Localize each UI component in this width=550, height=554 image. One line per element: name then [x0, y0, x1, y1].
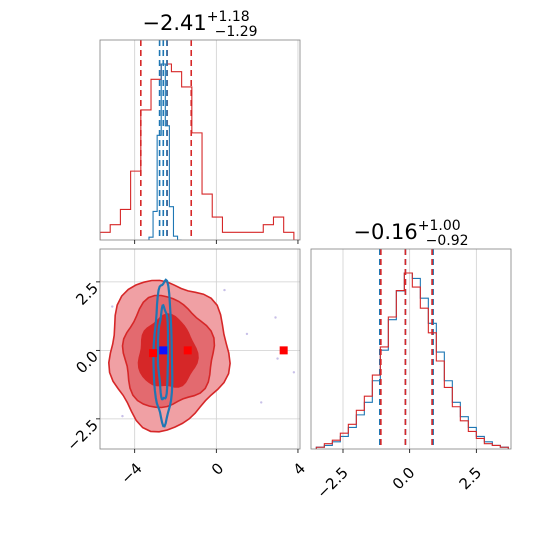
marker [149, 349, 158, 358]
x-ticks: −2.5 0.0 2.5 [313, 449, 485, 502]
axes-frame [99, 248, 301, 450]
tick-label: 4 [290, 459, 309, 478]
scatter-point [245, 332, 249, 336]
marginal-panel-param-1: −2.41+1.18 −1.29 [99, 9, 301, 244]
tick-label: −2.5 [63, 416, 101, 454]
y-ticks: −2.5 0.0 2.5 [63, 279, 101, 454]
density-contours [107, 278, 231, 433]
histogram-series [100, 40, 300, 240]
marginal-panel-param-2: −2.5 0.0 2.5 −0.16+1.00 −0.92 [310, 218, 512, 502]
scatter-point [260, 401, 263, 404]
tick-label: −4 [117, 459, 145, 487]
scatter-point [111, 305, 114, 308]
scatter-point [292, 371, 296, 374]
scatter-point [121, 414, 124, 418]
tick-label: 2.5 [72, 279, 102, 309]
contour-blue [156, 303, 170, 401]
joint-panel-param-1-param-2: −4 0 4 −2.5 0.0 2.5 [63, 248, 309, 488]
panel-title: −2.41+1.18 −1.29 [142, 9, 257, 40]
histogram-line [100, 63, 300, 240]
marker [159, 346, 168, 355]
histogram-series [315, 249, 509, 449]
title-lower-error: −0.92 [426, 233, 469, 249]
tick-label: −2.5 [313, 464, 351, 502]
title-upper-error: +1.00 [418, 218, 461, 234]
histogram-line [315, 272, 509, 449]
grid [342, 249, 477, 449]
histogram-line [148, 63, 182, 240]
title-value: −2.41 [142, 11, 206, 35]
x-ticks [134, 240, 299, 244]
scatter-point [223, 288, 226, 292]
tick-label: 0.0 [72, 348, 102, 378]
grid [100, 249, 300, 449]
marker [183, 346, 192, 355]
axes-frame [99, 39, 301, 241]
scatter-point [276, 357, 279, 360]
x-ticks: −4 0 4 [117, 449, 309, 488]
axes-frame [310, 248, 512, 450]
marker [279, 346, 288, 355]
scatter-point [274, 316, 277, 319]
title-upper-error: +1.18 [207, 9, 250, 25]
histogram-line [315, 272, 509, 449]
scatter-points [111, 288, 296, 418]
point-markers [149, 346, 288, 358]
title-lower-error: −1.29 [215, 24, 258, 40]
grid [134, 40, 299, 240]
tick-label: 0.0 [389, 464, 419, 494]
panel-title: −0.16+1.00 −0.92 [353, 218, 468, 249]
tick-label: 0 [208, 459, 227, 478]
title-value: −0.16 [353, 220, 417, 244]
tick-label: 2.5 [456, 464, 486, 494]
